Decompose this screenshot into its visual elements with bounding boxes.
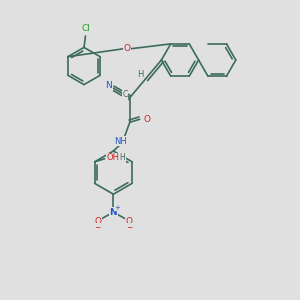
Text: O: O <box>94 217 101 226</box>
Text: H: H <box>120 153 125 162</box>
Text: N: N <box>106 81 112 90</box>
Text: H: H <box>137 70 144 79</box>
Text: −: − <box>126 223 133 232</box>
Text: C: C <box>122 91 128 100</box>
Text: NH: NH <box>115 137 127 146</box>
Text: +: + <box>114 205 120 211</box>
Text: O: O <box>143 115 150 124</box>
Text: Cl: Cl <box>81 24 90 33</box>
Text: −: − <box>94 223 101 232</box>
Text: O: O <box>125 217 133 226</box>
Text: O: O <box>123 44 130 53</box>
Text: OH: OH <box>106 153 119 162</box>
Text: N: N <box>110 208 117 217</box>
